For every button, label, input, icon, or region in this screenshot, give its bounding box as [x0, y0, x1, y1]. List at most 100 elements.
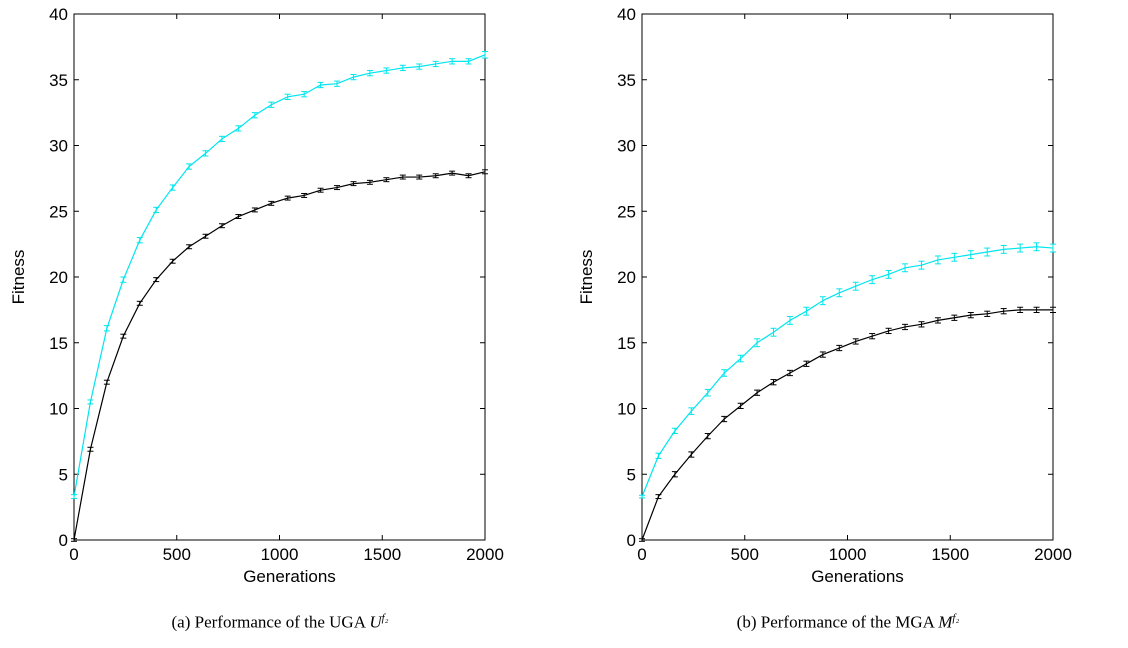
- chart-b-series-1-errorbar: [1033, 306, 1040, 314]
- chart-a-caption-symbol: U: [369, 612, 382, 632]
- chart-a-series-1-errorbar: [350, 181, 357, 187]
- chart-a-series-0-errorbar: [87, 399, 94, 405]
- chart-b-series-0-errorbar: [1017, 243, 1024, 253]
- chart-a-series-0-errorbar: [268, 101, 275, 108]
- chart-a-ytick-label: 0: [59, 531, 68, 550]
- chart-b-series-1-errorbar: [984, 310, 991, 317]
- chart-b-series-1-errorbar: [704, 432, 711, 440]
- chart-a-series-0-line: [73, 54, 486, 497]
- chart-b-svg: 0 5 10 15 20 25 30 35 40 0 500 1000 1500 2000 Generati…: [577, 5, 1072, 586]
- chart-b-series-0-errorbar: [721, 369, 728, 377]
- chart-a-series-0-errorbar: [153, 206, 160, 214]
- chart-b-ytick-label: 15: [617, 334, 636, 353]
- chart-a-series-0-errorbar: [366, 70, 373, 77]
- chart-b-series-1-errorbar: [967, 312, 974, 319]
- chart-a-series-0-errorbar: [482, 50, 488, 59]
- chart-a-series-1-errorbar: [284, 195, 291, 201]
- chart-a-ytick-label: 25: [49, 202, 68, 221]
- chart-b-xlabel: Generations: [811, 567, 904, 586]
- chart-a-ytick-label: 20: [49, 268, 68, 287]
- chart-b-series-0-errorbar: [639, 494, 645, 499]
- chart-a-series-1-errorbar: [103, 379, 110, 385]
- chart-a-series-0-errorbar: [103, 325, 110, 332]
- chart-b-xtick-label: 1000: [829, 545, 867, 564]
- chart-b-xtick-label: 0: [637, 545, 646, 564]
- chart-b-series-0-errorbar: [984, 247, 991, 257]
- chart-b-series-1-errorbar: [671, 471, 678, 478]
- chart-b-series-0-errorbar: [951, 252, 958, 262]
- chart-a-series-1-errorbar: [449, 170, 456, 176]
- chart-b-series-1-errorbar: [918, 321, 925, 328]
- chart-a-series-0-errorbar: [71, 494, 77, 500]
- chart-a-caption: (a) Performance of the UGA Uf₂: [0, 612, 560, 633]
- chart-a-series-1-errorbar: [186, 244, 193, 250]
- chart-a-series-1-line: [73, 171, 486, 541]
- chart-a-series-0-errorbar: [449, 58, 456, 65]
- chart-a-series-1-errorbar: [235, 214, 242, 219]
- chart-b-ytick-label: 0: [627, 531, 636, 550]
- chart-a-caption-prefix: (a) Performance of the UGA: [171, 612, 370, 632]
- chart-b-xtick-label: 2000: [1034, 545, 1072, 564]
- chart-b-series-0-errorbar: [869, 275, 876, 285]
- chart-a-series-0-errorbar: [120, 276, 127, 283]
- chart-b-series-1-errorbar: [786, 369, 793, 377]
- chart-b-caption: (b) Performance of the MGA Mf₂: [568, 612, 1128, 633]
- chart-b-ytick-label: 10: [617, 400, 636, 419]
- chart-a-plot-frame: [73, 13, 486, 541]
- chart-b-series-1-errorbar: [754, 389, 761, 396]
- chart-a-xtick-label: 500: [163, 545, 191, 564]
- chart-panel-a: 0 5 10 15 20 25 30 35 40 0 500 1000 1500 2000 Generati…: [0, 0, 540, 648]
- chart-a-series-0-errorbar: [235, 125, 242, 132]
- chart-b-series-0-errorbar: [836, 288, 843, 298]
- chart-b-series-0-errorbar: [770, 327, 777, 337]
- chart-b-series-1-errorbar: [639, 538, 645, 542]
- chart-a-series-1-errorbar: [136, 300, 143, 306]
- chart-b-series-0-errorbar: [655, 452, 662, 459]
- chart-b-series-0-errorbar: [852, 281, 859, 291]
- chart-a-series-1: [71, 169, 488, 542]
- chart-a-series-0-errorbar: [186, 163, 193, 170]
- chart-b-ytick-label: 5: [627, 465, 636, 484]
- chart-a-series-1-errorbar: [482, 169, 488, 175]
- chart-b-series-1-errorbar: [934, 317, 941, 324]
- chart-b-series-0-line: [641, 246, 1054, 497]
- chart-a-series-0-errorbar: [251, 112, 258, 119]
- chart-a-ytick-label: 35: [49, 71, 68, 90]
- chart-a-series-0-errorbar: [218, 135, 225, 143]
- chart-b-series-0: [639, 242, 1056, 499]
- chart-b-series-0-errorbar: [688, 407, 695, 415]
- chart-a-xtick-label: 1500: [363, 545, 401, 564]
- chart-b-series-0-errorbar: [885, 269, 892, 279]
- chart-b-series-1-errorbar: [688, 451, 695, 458]
- chart-a-series-1-errorbar: [334, 185, 341, 191]
- chart-a-series-1-errorbar: [301, 192, 308, 198]
- chart-b-series-0-errorbar: [819, 296, 826, 306]
- chart-a-ylabel: Fitness: [9, 250, 28, 305]
- chart-b-series-1-errorbar: [655, 494, 662, 500]
- chart-b-plot-frame: [641, 13, 1054, 541]
- chart-a-series-0-errorbar: [383, 67, 390, 74]
- chart-a-series-1-errorbar: [317, 187, 324, 193]
- chart-a-xtick-label: 2000: [466, 545, 504, 564]
- chart-b-series-0-errorbar: [671, 427, 678, 434]
- chart-b-series-1-errorbar: [721, 415, 728, 423]
- chart-b-series-1-errorbar: [869, 333, 876, 340]
- chart-a-svg: 0 5 10 15 20 25 30 35 40 0 500 1000 1500 2000 Generati…: [9, 5, 504, 586]
- chart-b-series-1-errorbar: [852, 338, 859, 345]
- chart-a-series-0-errorbar: [416, 63, 423, 70]
- chart-b-series-0-errorbar: [786, 315, 793, 325]
- chart-a-series-1-errorbar: [87, 446, 94, 452]
- chart-b-series-1-errorbar: [803, 360, 810, 367]
- chart-a-series-1-errorbar: [251, 207, 258, 213]
- chart-a-series-0-errorbar: [432, 60, 439, 68]
- chart-b-series-0-errorbar: [803, 306, 810, 316]
- chart-a-series-1-errorbar: [218, 223, 225, 229]
- chart-b-series-1-errorbar: [819, 351, 826, 358]
- chart-a-series-1-errorbar: [120, 333, 127, 339]
- chart-a-caption-superscript: f₂: [381, 612, 389, 624]
- chart-a-series-1-errorbar: [465, 173, 472, 179]
- chart-a-series-1-errorbar: [399, 174, 406, 180]
- chart-b-ytick-label: 20: [617, 268, 636, 287]
- chart-b-series-1: [639, 306, 1056, 542]
- chart-b-series-1-errorbar: [1000, 308, 1007, 315]
